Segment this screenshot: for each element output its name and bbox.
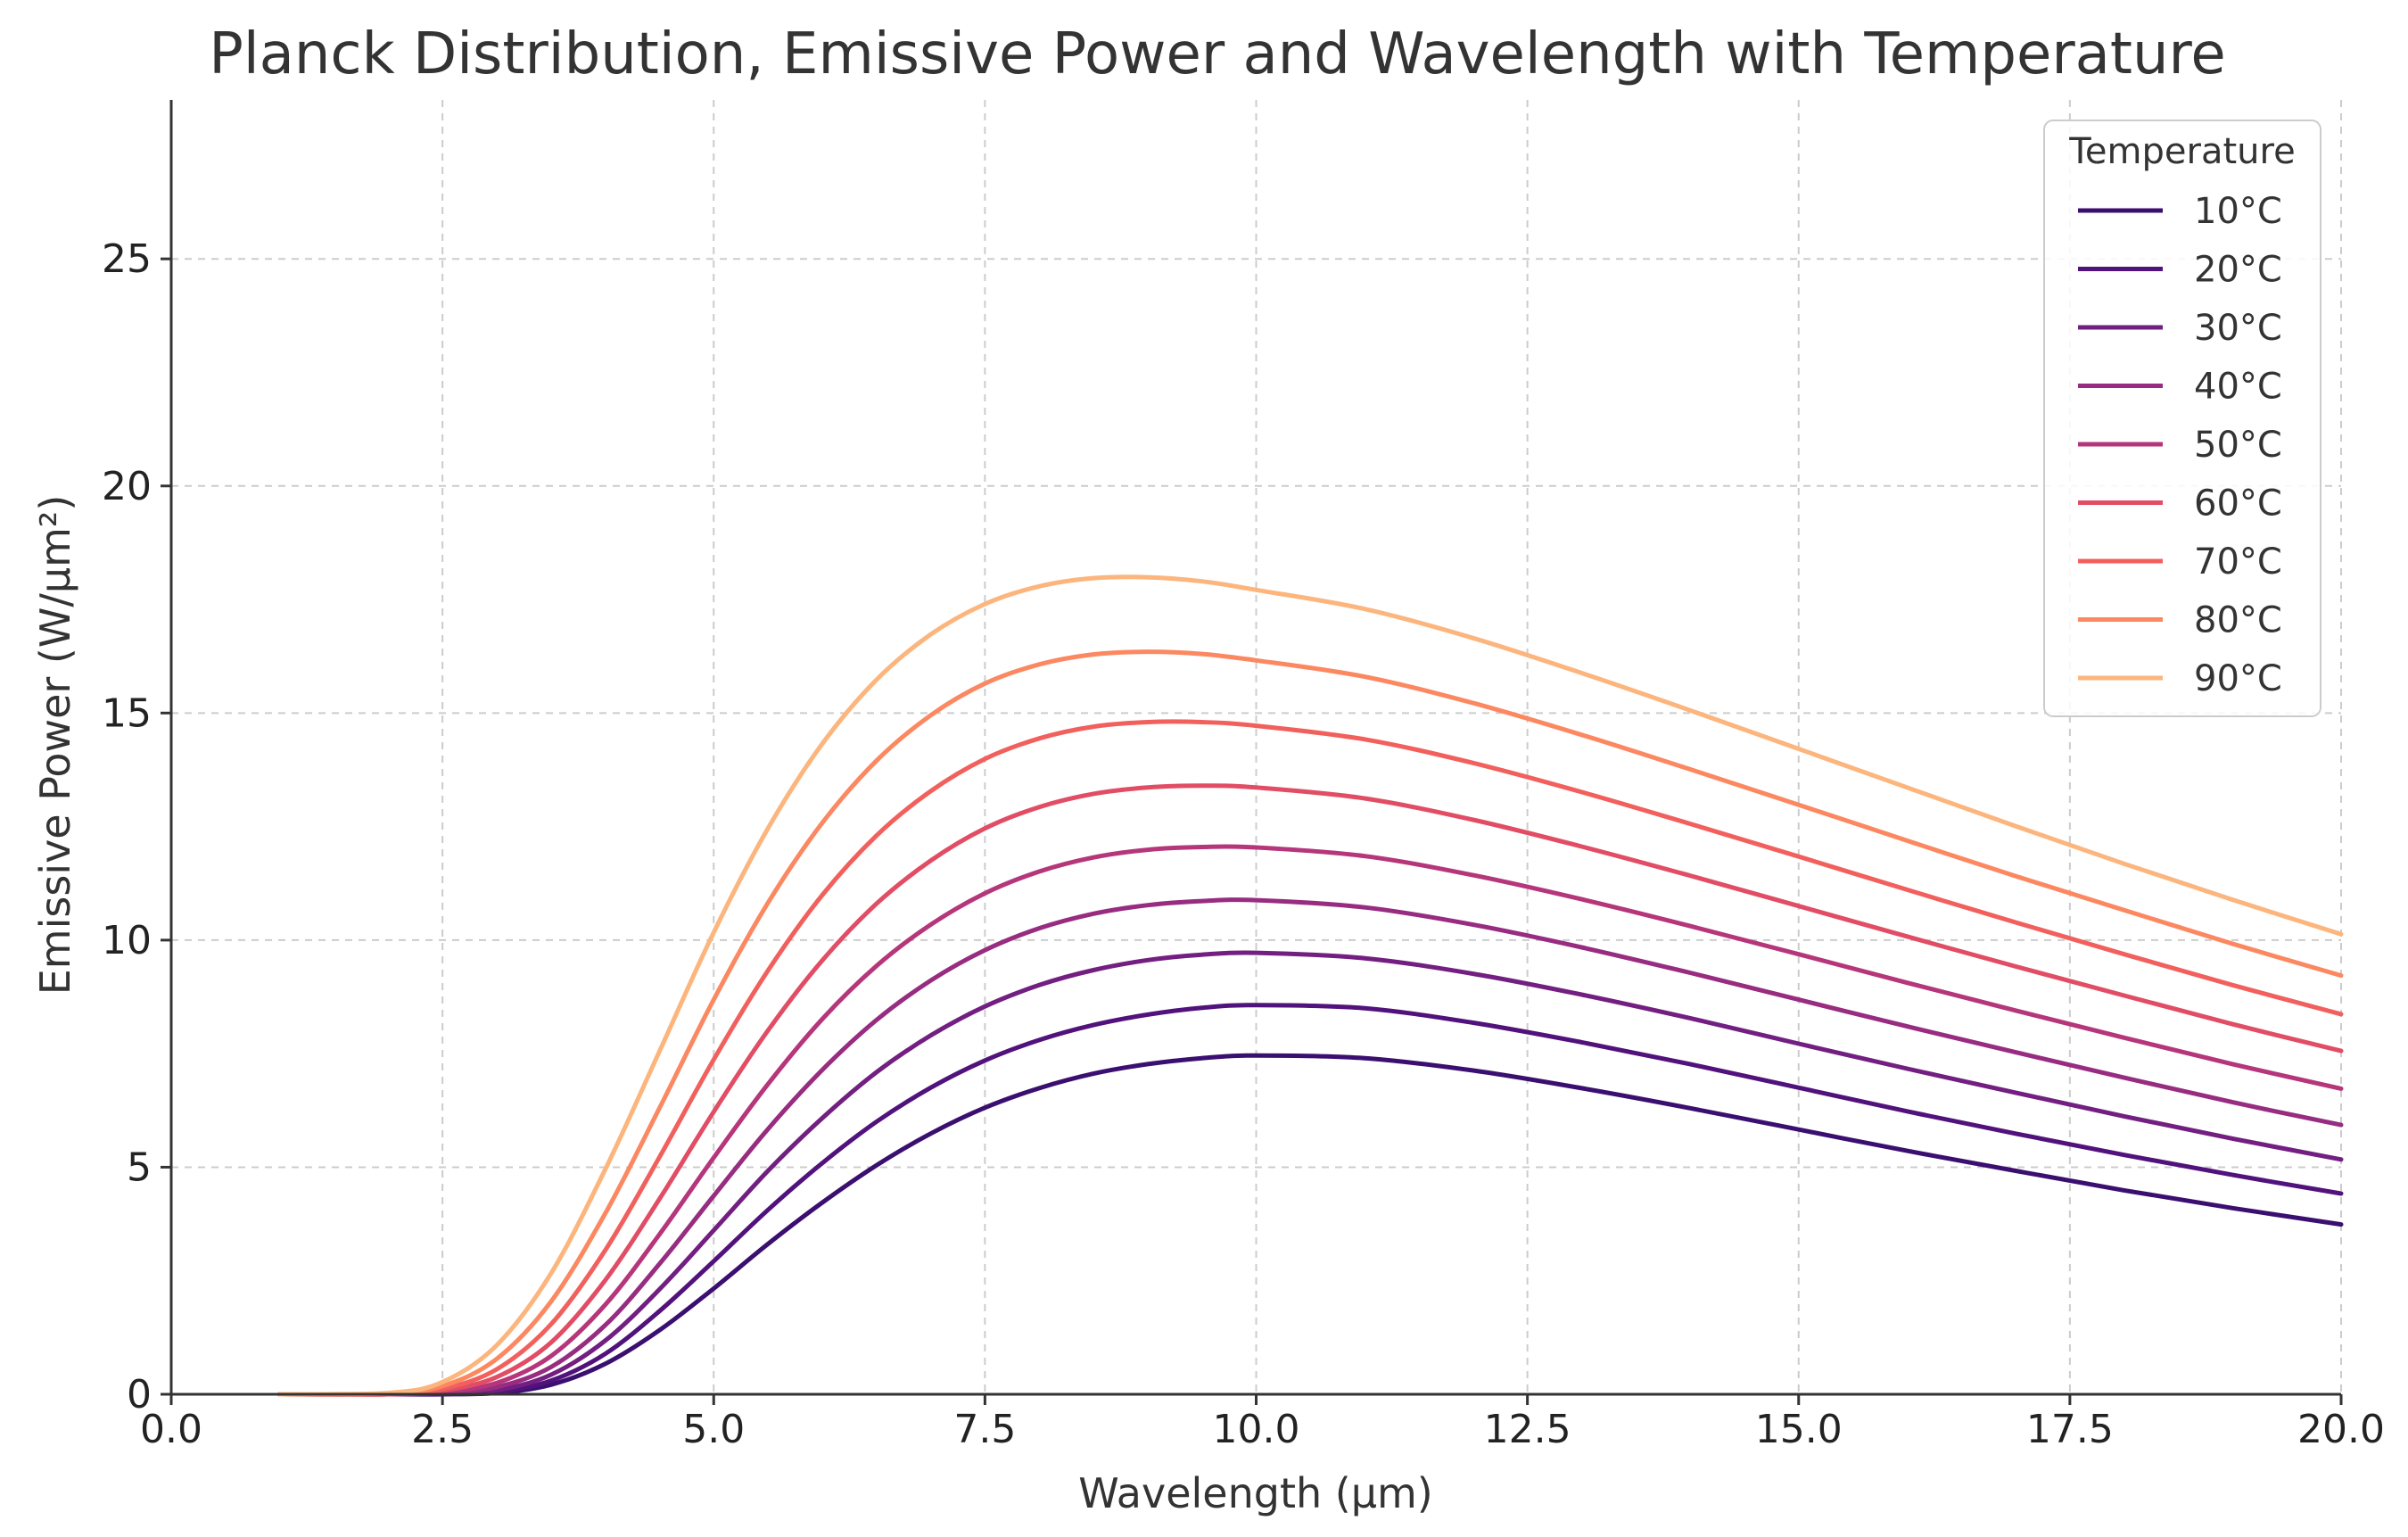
grid [170, 100, 2342, 1395]
legend: Temperature 10°C 20°C 30°C 40°C 50°C 60°C 70°C… [2043, 120, 2321, 717]
legend-label: 50°C [2194, 425, 2282, 466]
y-tick-label: 5 [127, 1144, 152, 1190]
x-tick-label: 20.0 [2297, 1407, 2385, 1452]
x-tick-label: 17.5 [2026, 1407, 2114, 1452]
x-tick-label: 15.0 [1755, 1407, 1843, 1452]
y-tick-label: 10 [102, 918, 152, 963]
y-axis-label: Emissive Power (W/µm²) [31, 495, 79, 996]
x-tick-label: 0.0 [140, 1407, 202, 1452]
legend-label: 60°C [2194, 483, 2282, 525]
y-tick-label: 25 [102, 236, 152, 282]
legend-label: 40°C [2194, 367, 2282, 408]
x-axis-label: Wavelength (µm) [1078, 1469, 1432, 1517]
x-tick-label: 5.0 [682, 1407, 745, 1452]
y-tick-label: 15 [102, 690, 152, 736]
legend-label: 70°C [2194, 541, 2282, 583]
x-tick-label: 10.0 [1213, 1407, 1300, 1452]
chart-title: Planck Distribution, Emissive Power and … [209, 21, 2226, 87]
series-line-40C [277, 897, 2344, 1397]
legend-label: 80°C [2194, 600, 2282, 641]
series-line-50C [277, 844, 2344, 1397]
legend-label: 30°C [2194, 308, 2282, 349]
x-tick-label: 12.5 [1484, 1407, 1571, 1452]
legend-label: 90°C [2194, 658, 2282, 699]
x-tick-label: 2.5 [411, 1407, 474, 1452]
series-line-60C [277, 783, 2344, 1397]
series-line-70C [277, 719, 2344, 1397]
series-line-30C [277, 950, 2344, 1397]
series-line-90C [277, 574, 2344, 1397]
axes: 0.0 2.5 5.0 7.5 10.0 12.5 15.0 17.5 20.0 0 5 10 15 20… [102, 100, 2385, 1452]
x-tick-label: 7.5 [953, 1407, 1016, 1452]
series-lines [277, 574, 2344, 1397]
series-line-20C [277, 1003, 2344, 1397]
legend-label: 20°C [2194, 250, 2282, 291]
series-line-10C [277, 1053, 2344, 1397]
legend-label: 10°C [2194, 191, 2282, 232]
y-tick-label: 20 [102, 464, 152, 509]
legend-title: Temperature [2068, 131, 2295, 172]
y-tick-label: 0 [127, 1372, 152, 1417]
series-line-80C [277, 649, 2344, 1397]
